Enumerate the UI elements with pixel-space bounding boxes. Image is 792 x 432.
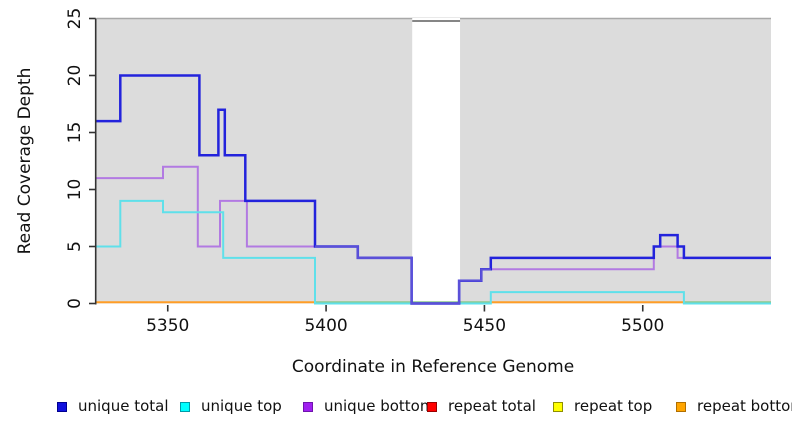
series-overlap-line xyxy=(315,245,491,305)
x-tick-label: 5500 xyxy=(621,316,664,336)
gap-band xyxy=(412,18,461,304)
y-tick-label: 25 xyxy=(65,8,85,30)
x-tick-label: 5400 xyxy=(304,316,347,336)
y-tick-label: 10 xyxy=(65,179,85,201)
y-tick-label: 5 xyxy=(65,241,85,252)
x-tick-label: 5450 xyxy=(463,316,506,336)
plot-area: 0 5 10 15 20 25 5350 5400 5450 5500 xyxy=(65,8,771,336)
x-axis-title: Coordinate in Reference Genome xyxy=(292,357,574,377)
x-tick-label: 5350 xyxy=(146,316,189,336)
y-axis-title: Read Coverage Depth xyxy=(15,68,35,255)
y-tick-label: 15 xyxy=(65,122,85,144)
series-line-unique-top xyxy=(96,199,771,305)
y-tick-label: 20 xyxy=(65,65,85,87)
y-tick-label: 0 xyxy=(65,298,85,309)
